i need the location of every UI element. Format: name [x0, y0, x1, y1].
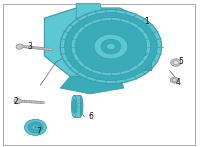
- Text: 5: 5: [178, 57, 183, 66]
- Circle shape: [60, 9, 162, 84]
- Circle shape: [173, 61, 178, 65]
- Text: 1: 1: [144, 17, 149, 26]
- Circle shape: [172, 79, 176, 81]
- Circle shape: [94, 34, 128, 59]
- Circle shape: [16, 44, 23, 49]
- Polygon shape: [124, 27, 152, 71]
- Text: 3: 3: [27, 42, 32, 51]
- Circle shape: [65, 13, 157, 81]
- Polygon shape: [76, 4, 104, 18]
- Text: 4: 4: [176, 78, 181, 87]
- Polygon shape: [60, 76, 124, 94]
- Text: 7: 7: [36, 127, 41, 136]
- Polygon shape: [44, 8, 144, 76]
- Circle shape: [32, 125, 39, 130]
- Circle shape: [138, 50, 149, 58]
- Circle shape: [71, 17, 151, 76]
- Circle shape: [14, 98, 21, 104]
- Ellipse shape: [71, 95, 77, 117]
- Circle shape: [107, 43, 115, 50]
- Polygon shape: [171, 77, 178, 83]
- Circle shape: [141, 52, 147, 56]
- Text: 2: 2: [13, 97, 18, 106]
- Ellipse shape: [77, 95, 83, 117]
- Circle shape: [25, 119, 46, 135]
- FancyBboxPatch shape: [3, 4, 195, 145]
- Circle shape: [75, 20, 147, 73]
- Circle shape: [171, 59, 181, 66]
- Ellipse shape: [72, 99, 76, 113]
- Text: 6: 6: [89, 112, 94, 121]
- Circle shape: [34, 126, 37, 128]
- Polygon shape: [74, 95, 80, 117]
- Circle shape: [101, 39, 121, 54]
- Circle shape: [28, 122, 43, 133]
